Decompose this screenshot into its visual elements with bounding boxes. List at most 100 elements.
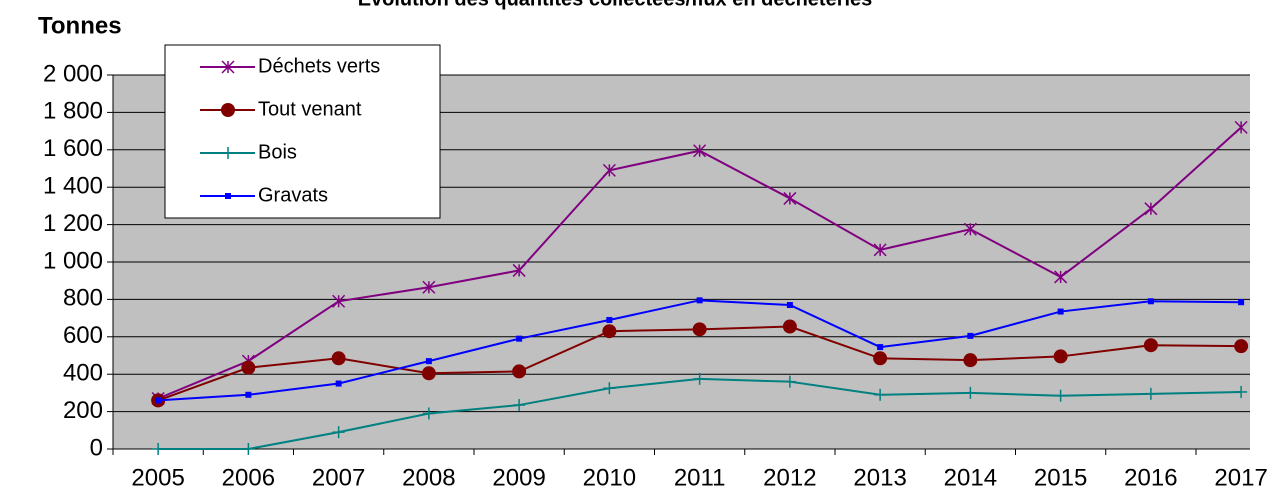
marker-square bbox=[245, 391, 252, 398]
marker bbox=[1238, 299, 1245, 306]
marker bbox=[693, 372, 706, 385]
legend-label: Gravats bbox=[258, 184, 328, 206]
marker bbox=[963, 222, 977, 236]
marker-circle bbox=[1234, 339, 1249, 354]
marker bbox=[1144, 202, 1158, 216]
marker bbox=[877, 344, 884, 351]
y-tick-label: 800 bbox=[63, 285, 103, 312]
x-tick-label: 2014 bbox=[944, 464, 997, 491]
marker-circle bbox=[221, 103, 235, 117]
marker bbox=[783, 375, 796, 388]
marker bbox=[155, 397, 162, 404]
marker bbox=[422, 280, 436, 294]
x-tick-label: 2009 bbox=[492, 464, 545, 491]
x-tick-label: 2013 bbox=[853, 464, 906, 491]
marker bbox=[1057, 308, 1064, 315]
x-tick-label: 2007 bbox=[312, 464, 365, 491]
marker bbox=[696, 297, 703, 304]
marker bbox=[221, 60, 235, 74]
marker bbox=[221, 103, 235, 117]
legend-label: Déchets verts bbox=[258, 55, 380, 77]
marker bbox=[606, 316, 613, 323]
marker bbox=[964, 386, 977, 399]
x-tick-label: 2015 bbox=[1034, 464, 1087, 491]
x-tick-label: 2005 bbox=[131, 464, 184, 491]
marker-square bbox=[225, 193, 231, 199]
marker bbox=[1235, 385, 1248, 398]
marker bbox=[242, 443, 255, 455]
marker-square bbox=[1238, 299, 1245, 306]
marker bbox=[967, 332, 974, 339]
y-tick-label: 1 800 bbox=[43, 98, 103, 125]
marker bbox=[1234, 120, 1248, 134]
legend-box bbox=[164, 44, 441, 219]
legend: Déchets verts Tout venant Bois Gravats bbox=[164, 44, 441, 219]
y-tick-label: 400 bbox=[63, 360, 103, 387]
marker-circle bbox=[782, 319, 797, 334]
marker bbox=[1143, 338, 1158, 353]
marker bbox=[331, 351, 346, 366]
marker bbox=[222, 147, 234, 159]
marker bbox=[1054, 389, 1067, 402]
marker bbox=[874, 388, 887, 401]
marker-square bbox=[786, 302, 793, 309]
marker bbox=[873, 351, 888, 366]
marker bbox=[1144, 387, 1157, 400]
y-tick-label: 600 bbox=[63, 322, 103, 349]
marker bbox=[245, 391, 252, 398]
marker-square bbox=[877, 344, 884, 351]
marker-square bbox=[1057, 308, 1064, 315]
marker-circle bbox=[602, 324, 617, 339]
marker bbox=[516, 335, 523, 342]
x-tick-label: 2011 bbox=[674, 464, 726, 491]
marker-circle bbox=[692, 322, 707, 337]
marker-circle bbox=[1053, 349, 1068, 364]
marker-square bbox=[1147, 298, 1154, 305]
marker bbox=[421, 366, 436, 381]
y-tick-label: 200 bbox=[63, 397, 103, 424]
marker bbox=[782, 319, 797, 334]
marker bbox=[512, 364, 527, 379]
y-tick-label: 2 000 bbox=[43, 60, 103, 87]
marker bbox=[603, 382, 616, 395]
marker bbox=[693, 144, 707, 158]
marker bbox=[225, 193, 231, 199]
marker bbox=[963, 353, 978, 368]
marker-circle bbox=[241, 360, 256, 375]
marker bbox=[1147, 298, 1154, 305]
marker bbox=[1054, 270, 1068, 284]
marker bbox=[241, 360, 256, 375]
x-tick-label: 2006 bbox=[222, 464, 275, 491]
y-tick-label: 1 600 bbox=[43, 135, 103, 162]
chart-title: Evolution des quantités collectées/flux … bbox=[358, 0, 873, 10]
marker bbox=[873, 243, 887, 257]
marker-square bbox=[155, 397, 162, 404]
y-axis-label: Tonnes bbox=[38, 12, 122, 39]
marker bbox=[512, 263, 526, 277]
marker-circle bbox=[421, 366, 436, 381]
y-tick-label: 1 200 bbox=[43, 210, 103, 237]
legend-label: Tout venant bbox=[258, 98, 362, 120]
marker bbox=[783, 191, 797, 205]
marker bbox=[602, 324, 617, 339]
marker-square bbox=[425, 358, 432, 365]
marker bbox=[425, 358, 432, 365]
marker-square bbox=[967, 332, 974, 339]
marker bbox=[332, 294, 346, 308]
y-tick-label: 1 000 bbox=[43, 247, 103, 274]
marker bbox=[513, 399, 526, 412]
legend-label: Bois bbox=[258, 141, 297, 163]
marker bbox=[1234, 339, 1249, 354]
marker-circle bbox=[512, 364, 527, 379]
marker bbox=[335, 380, 342, 387]
marker bbox=[602, 163, 616, 177]
marker-square bbox=[516, 335, 523, 342]
marker bbox=[422, 407, 435, 420]
x-tick-label: 2016 bbox=[1124, 464, 1177, 491]
marker-circle bbox=[1143, 338, 1158, 353]
marker-square bbox=[335, 380, 342, 387]
marker-square bbox=[606, 316, 613, 323]
marker bbox=[332, 426, 345, 439]
marker bbox=[1053, 349, 1068, 364]
